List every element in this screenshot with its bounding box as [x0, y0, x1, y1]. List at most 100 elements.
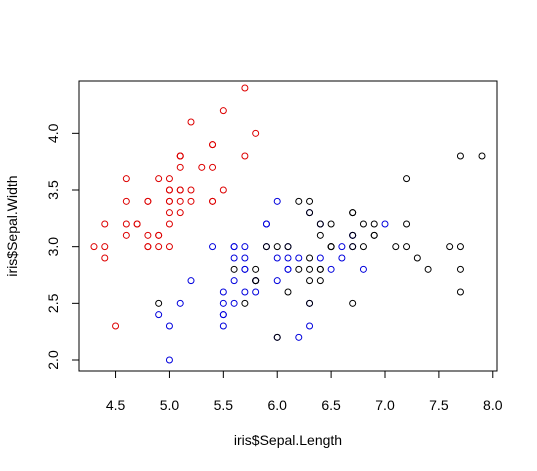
- data-point: [252, 129, 260, 137]
- data-point: [176, 186, 184, 194]
- data-point: [327, 265, 335, 273]
- data-point: [306, 197, 314, 205]
- data-point: [219, 288, 227, 296]
- data-point: [252, 277, 260, 285]
- data-point: [349, 243, 357, 251]
- data-point: [327, 243, 335, 251]
- x-tick-label: 7.5: [429, 397, 449, 413]
- data-point: [165, 186, 173, 194]
- data-point: [295, 265, 303, 273]
- y-tick-label: 3.0: [45, 237, 61, 257]
- data-point: [349, 231, 357, 239]
- data-point: [187, 118, 195, 126]
- data-point: [316, 277, 324, 285]
- data-point: [219, 107, 227, 115]
- data-point: [446, 243, 454, 251]
- data-point: [219, 322, 227, 330]
- data-point: [478, 152, 486, 160]
- data-point: [381, 220, 389, 228]
- data-point: [241, 152, 249, 160]
- x-tick-label: 6.5: [321, 397, 341, 413]
- data-point: [230, 277, 238, 285]
- data-point: [176, 152, 184, 160]
- data-point: [122, 197, 130, 205]
- data-point: [403, 243, 411, 251]
- data-point: [262, 220, 270, 228]
- data-point: [327, 220, 335, 228]
- data-point: [230, 243, 238, 251]
- x-tick-label: 4.5: [106, 397, 126, 413]
- x-tick-label: 5.5: [214, 397, 234, 413]
- data-point: [144, 197, 152, 205]
- data-point: [165, 209, 173, 217]
- data-point: [306, 265, 314, 273]
- data-point: [241, 288, 249, 296]
- data-point: [209, 197, 217, 205]
- data-point: [424, 265, 432, 273]
- data-point: [219, 299, 227, 307]
- data-point: [273, 277, 281, 285]
- data-point: [209, 163, 217, 171]
- data-point: [165, 322, 173, 330]
- data-point: [187, 186, 195, 194]
- y-axis: 2.0 2.5 3.0 3.5 4.0: [45, 123, 80, 370]
- data-point: [155, 243, 163, 251]
- data-point: [101, 254, 109, 262]
- data-point: [241, 299, 249, 307]
- data-point: [155, 175, 163, 183]
- data-point: [241, 265, 249, 273]
- data-point: [176, 197, 184, 205]
- data-point: [252, 265, 260, 273]
- data-point: [349, 209, 357, 217]
- data-point: [101, 220, 109, 228]
- data-point: [273, 254, 281, 262]
- data-point: [112, 322, 120, 330]
- data-point: [144, 243, 152, 251]
- data-point: [241, 243, 249, 251]
- data-point: [230, 265, 238, 273]
- y-tick-label: 3.5: [45, 180, 61, 200]
- data-point: [316, 265, 324, 273]
- data-point: [306, 277, 314, 285]
- data-point: [230, 254, 238, 262]
- x-tick-label: 7.0: [375, 397, 395, 413]
- x-tick-label: 5.0: [160, 397, 180, 413]
- data-point: [284, 265, 292, 273]
- data-point: [90, 243, 98, 251]
- data-point: [165, 356, 173, 364]
- data-point: [349, 299, 357, 307]
- data-point: [209, 243, 217, 251]
- data-point: [198, 163, 206, 171]
- data-point: [155, 299, 163, 307]
- data-point: [370, 231, 378, 239]
- data-point: [456, 265, 464, 273]
- data-point: [284, 243, 292, 251]
- data-point: [306, 322, 314, 330]
- data-point: [187, 277, 195, 285]
- data-point: [165, 197, 173, 205]
- data-point: [316, 254, 324, 262]
- data-point: [306, 254, 314, 262]
- x-axis-label: iris$Sepal.Length: [234, 432, 342, 448]
- data-point: [262, 243, 270, 251]
- data-point: [359, 265, 367, 273]
- data-point: [295, 333, 303, 341]
- data-point: [306, 209, 314, 217]
- data-point: [165, 243, 173, 251]
- data-point: [133, 220, 141, 228]
- y-tick-label: 2.0: [45, 350, 61, 370]
- data-point: [456, 243, 464, 251]
- data-point: [176, 163, 184, 171]
- x-tick-label: 6.0: [267, 397, 287, 413]
- y-tick-label: 2.5: [45, 293, 61, 313]
- data-point: [230, 299, 238, 307]
- data-point: [306, 299, 314, 307]
- data-point: [413, 254, 421, 262]
- data-point: [144, 231, 152, 239]
- data-point: [241, 84, 249, 92]
- data-point: [176, 209, 184, 217]
- data-point: [101, 243, 109, 251]
- data-point: [456, 288, 464, 296]
- data-point: [284, 288, 292, 296]
- data-points: [90, 84, 486, 364]
